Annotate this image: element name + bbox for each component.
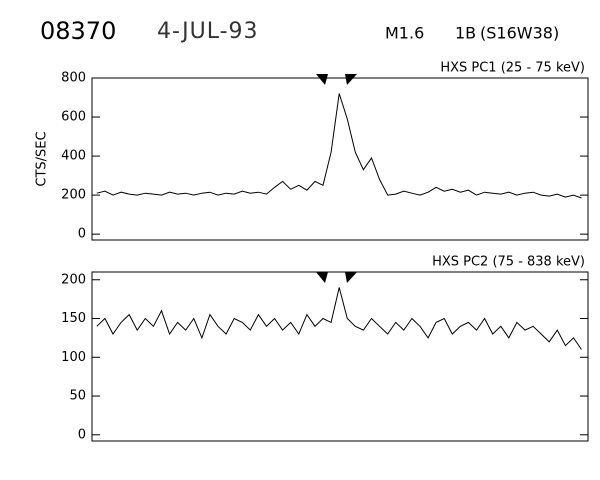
light-curve [96, 287, 582, 350]
y-tick-label: 200 [61, 272, 86, 287]
y-tick-label: 400 [61, 149, 86, 164]
panel-title: HXS PC1 (25 - 75 keV) [440, 61, 585, 76]
y-tick-label: 50 [69, 389, 86, 404]
importance: 1B [455, 24, 476, 43]
y-tick-label: 600 [61, 110, 86, 125]
markers [316, 74, 357, 283]
plot-frame [91, 77, 589, 241]
light-curve [96, 93, 582, 199]
marker [316, 74, 328, 85]
y-tick-label: 150 [61, 311, 86, 326]
marker [316, 272, 328, 283]
event-date: 4-JUL-93 [157, 19, 259, 44]
y-tick-label: 100 [61, 350, 86, 365]
panel-title: HXS PC2 (75 - 838 keV) [432, 255, 585, 270]
y-tick-label: 0 [78, 227, 86, 242]
y-tick-label: 200 [61, 188, 86, 203]
event-number: 08370 [40, 17, 116, 45]
marker [345, 74, 357, 85]
y-tick-label: 0 [78, 427, 86, 442]
flare-class: M1.6 [385, 24, 424, 43]
location: (S16W38) [480, 24, 559, 43]
y-tick-label: 800 [61, 71, 86, 86]
marker [345, 272, 357, 283]
y-axis-label: CTS/SEC [35, 131, 50, 186]
plot-frame [91, 271, 589, 442]
